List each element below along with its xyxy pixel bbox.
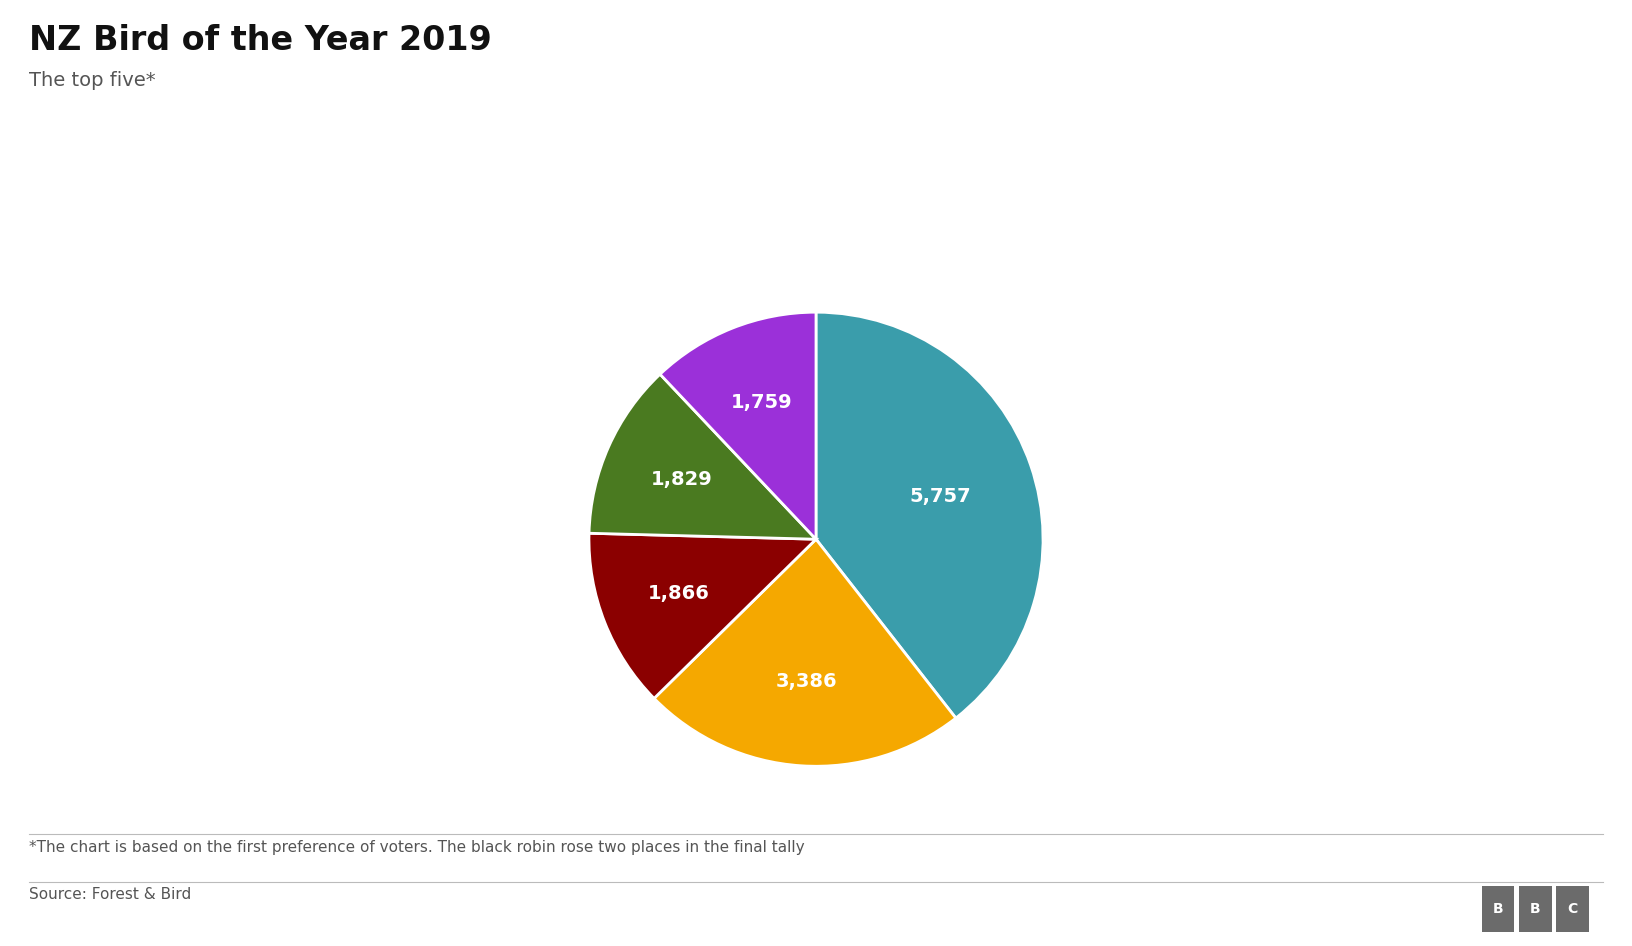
Text: 3,386: 3,386 <box>775 673 837 692</box>
Text: The top five*: The top five* <box>29 71 157 90</box>
Text: B: B <box>1493 902 1503 916</box>
Text: 1,829: 1,829 <box>651 469 712 488</box>
Wedge shape <box>654 539 956 766</box>
Text: 1,866: 1,866 <box>648 584 710 603</box>
Text: *The chart is based on the first preference of voters. The black robin rose two : *The chart is based on the first prefere… <box>29 840 805 855</box>
Text: 1,759: 1,759 <box>731 393 792 412</box>
Text: 5,757: 5,757 <box>909 487 971 506</box>
FancyBboxPatch shape <box>1482 885 1514 932</box>
Wedge shape <box>816 312 1043 718</box>
Text: NZ Bird of the Year 2019: NZ Bird of the Year 2019 <box>29 24 493 57</box>
Wedge shape <box>659 312 816 539</box>
Text: Source: Forest & Bird: Source: Forest & Bird <box>29 887 191 902</box>
FancyBboxPatch shape <box>1555 885 1588 932</box>
Text: C: C <box>1567 902 1578 916</box>
FancyBboxPatch shape <box>1519 885 1552 932</box>
Wedge shape <box>589 375 816 539</box>
Legend: Yellow-eyed penguin, Kakapo, Banded dotterel, Fantail, Black robin: Yellow-eyed penguin, Kakapo, Banded dott… <box>416 0 1209 2</box>
Text: B: B <box>1529 902 1541 916</box>
Wedge shape <box>589 534 816 698</box>
